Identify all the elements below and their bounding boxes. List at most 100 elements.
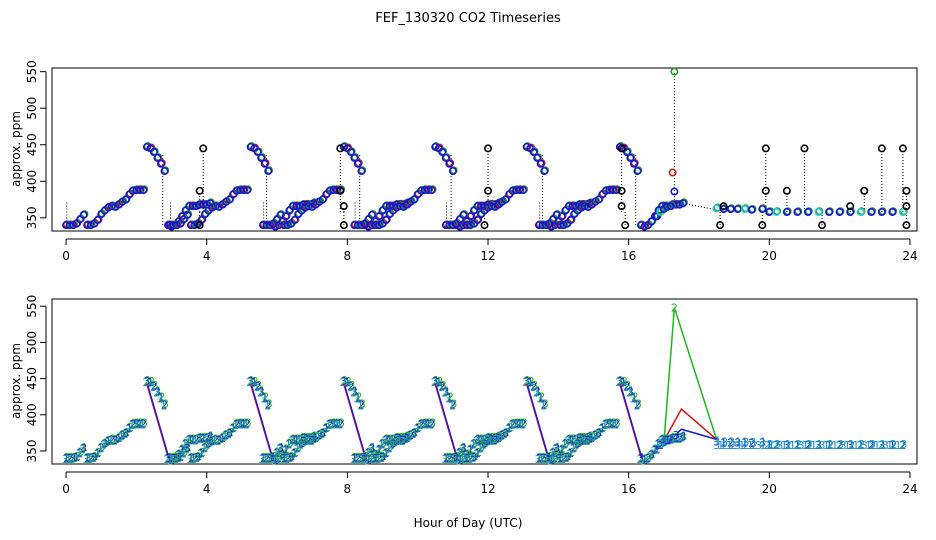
numbered-marker: 1 [198, 447, 205, 460]
data-point [612, 186, 621, 195]
numbered-marker: 2 [676, 432, 683, 445]
numbered-marker: 2 [108, 433, 115, 446]
numbered-marker: 1 [474, 447, 481, 460]
numbered-marker: 3 [202, 440, 209, 453]
numbered-marker: 2 [161, 399, 168, 412]
numbered-marker: 3 [523, 375, 530, 388]
spike-point [818, 221, 827, 230]
numbered-marker: 2 [142, 376, 149, 389]
numbered-marker: 2 [231, 421, 238, 434]
numbered-marker: 1 [282, 444, 289, 457]
numbered-marker: 2 [386, 441, 393, 454]
numbered-marker: 1 [380, 450, 387, 463]
numbered-marker: 1 [168, 454, 175, 467]
numbered-marker: 2 [722, 439, 729, 452]
data-point [160, 167, 169, 176]
numbered-marker: 1 [86, 453, 93, 466]
numbered-marker: 3 [205, 438, 212, 451]
numbered-marker: 1 [92, 450, 99, 463]
numbered-marker: 2 [87, 452, 94, 465]
numbered-marker: 2 [785, 439, 792, 452]
numbered-marker: 3 [226, 427, 233, 440]
numbered-marker: 3 [553, 442, 560, 455]
numbered-marker: 2 [188, 451, 195, 464]
numbered-marker: 1 [538, 453, 545, 466]
numbered-marker: 3 [393, 432, 400, 445]
numbered-marker: 3 [840, 439, 847, 452]
numbered-marker: 1 [136, 417, 143, 430]
numbered-marker: 2 [365, 446, 372, 459]
numbered-marker: 1 [448, 400, 455, 413]
numbered-marker: 2 [354, 452, 361, 465]
numbered-marker: 1 [303, 432, 310, 445]
x-tick-label: 24 [902, 249, 917, 263]
series-line [527, 385, 550, 459]
numbered-marker: 2 [350, 387, 357, 400]
numbered-marker: 1 [174, 451, 181, 464]
numbered-marker: 3 [400, 434, 407, 447]
numbered-marker: 1 [378, 439, 385, 452]
numbered-marker: 2 [742, 435, 749, 448]
numbered-marker: 2 [773, 439, 780, 452]
y-tick-label: 350 [25, 440, 39, 463]
data-point [199, 200, 208, 209]
data-point [188, 202, 197, 211]
numbered-marker: 1 [290, 432, 297, 445]
data-point [332, 186, 341, 195]
top-x-axis: 0 4 8 12 16 20 24 [62, 238, 918, 263]
numbered-marker: 1 [609, 417, 616, 430]
numbered-marker: 2 [90, 452, 97, 465]
numbered-marker: 1 [766, 439, 773, 452]
data-point [793, 207, 802, 216]
data-point [260, 159, 269, 168]
numbered-marker: 2 [379, 438, 386, 451]
numbered-marker: 2 [426, 416, 433, 429]
numbered-marker: 1 [477, 433, 484, 446]
numbered-marker: 3 [576, 432, 583, 445]
x-tick-label: 20 [762, 249, 777, 263]
data-point [396, 202, 405, 211]
numbered-marker: 1 [208, 430, 215, 443]
numbered-marker: 3 [449, 452, 456, 465]
numbered-marker: 1 [399, 433, 406, 446]
numbered-marker: 1 [217, 433, 224, 446]
numbered-marker: 1 [537, 391, 544, 404]
numbered-marker: 2 [203, 432, 210, 445]
numbered-marker: 1 [550, 453, 557, 466]
numbered-marker: 1 [331, 416, 338, 429]
numbered-marker: 2 [539, 452, 546, 465]
numbered-marker: 1 [219, 432, 226, 445]
numbered-marker: 3 [608, 418, 615, 431]
data-point [239, 186, 248, 195]
numbered-marker: 3 [759, 436, 766, 449]
spike-point [902, 186, 911, 195]
top-y-axis-label: approx. ppm [9, 111, 23, 187]
numbered-marker: 1 [195, 450, 202, 463]
numbered-marker: 2 [679, 432, 686, 445]
series-line [147, 385, 170, 459]
numbered-marker: 2 [95, 446, 102, 459]
data-point [533, 153, 542, 162]
numbered-marker: 1 [262, 453, 269, 466]
numbered-marker: 1 [376, 444, 383, 457]
numbered-marker: 2 [116, 431, 123, 444]
numbered-marker: 1 [261, 391, 268, 404]
numbered-marker: 2 [324, 421, 331, 434]
numbered-marker: 1 [264, 400, 271, 413]
x-tick-label: 20 [762, 482, 777, 496]
data-point [445, 159, 454, 168]
x-tick-label: 12 [480, 249, 495, 263]
numbered-marker: 2 [389, 439, 396, 452]
numbered-marker: 1 [558, 444, 565, 457]
numbered-marker: 2 [294, 432, 301, 445]
numbered-marker: 2 [657, 439, 664, 452]
series-line [435, 385, 459, 459]
numbered-marker: 2 [407, 429, 414, 442]
numbered-marker: 3 [279, 449, 286, 462]
numbered-marker: 1 [498, 430, 505, 443]
numbered-marker: 3 [353, 392, 360, 405]
numbered-marker: 2 [183, 443, 190, 456]
bottom-y-axis: 350 400 450 500 550 [25, 295, 47, 463]
numbered-marker: 2 [468, 443, 475, 456]
numbered-marker: 3 [361, 452, 368, 465]
